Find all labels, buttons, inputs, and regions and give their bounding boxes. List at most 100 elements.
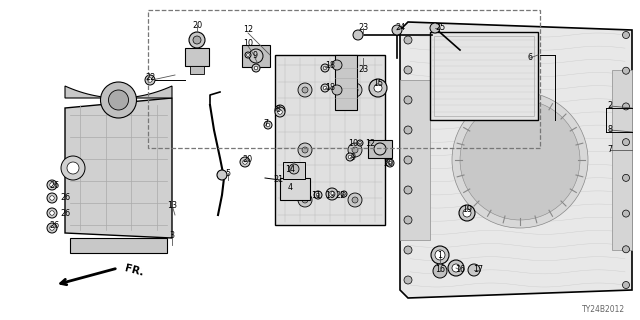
Circle shape	[369, 79, 387, 97]
Circle shape	[254, 66, 258, 70]
Text: 17: 17	[473, 266, 483, 275]
Circle shape	[452, 92, 588, 228]
Bar	[283, 162, 305, 179]
Circle shape	[47, 208, 57, 218]
Circle shape	[388, 161, 392, 165]
Circle shape	[404, 156, 412, 164]
Bar	[434, 36, 534, 116]
Bar	[368, 140, 392, 158]
Text: 9: 9	[351, 153, 356, 162]
Circle shape	[266, 123, 270, 127]
Text: 19: 19	[325, 190, 335, 199]
Circle shape	[346, 153, 354, 161]
Circle shape	[341, 191, 347, 197]
Circle shape	[623, 67, 630, 74]
Text: 9: 9	[252, 52, 257, 60]
Bar	[280, 178, 310, 200]
Circle shape	[47, 193, 57, 203]
Circle shape	[329, 191, 335, 197]
Circle shape	[435, 250, 445, 260]
Text: TY24B2012: TY24B2012	[582, 305, 625, 314]
Circle shape	[468, 264, 480, 276]
Bar	[242, 45, 270, 67]
Circle shape	[50, 211, 54, 215]
Bar	[148, 10, 540, 148]
Polygon shape	[65, 98, 172, 238]
Circle shape	[243, 160, 247, 164]
Circle shape	[275, 105, 285, 115]
Circle shape	[298, 143, 312, 157]
Text: 3: 3	[170, 230, 175, 239]
Text: 2: 2	[607, 101, 612, 110]
Text: FR.: FR.	[123, 264, 144, 278]
Circle shape	[623, 210, 630, 217]
Circle shape	[623, 174, 630, 181]
Circle shape	[278, 110, 282, 114]
Circle shape	[109, 90, 129, 110]
Text: 18: 18	[325, 84, 335, 92]
Circle shape	[321, 64, 329, 72]
Text: 5: 5	[225, 169, 230, 178]
Circle shape	[348, 143, 362, 157]
Circle shape	[348, 155, 352, 159]
Circle shape	[404, 276, 412, 284]
Circle shape	[623, 139, 630, 146]
Circle shape	[463, 209, 471, 217]
Circle shape	[623, 246, 630, 253]
Text: 7: 7	[264, 119, 269, 129]
Polygon shape	[400, 22, 632, 298]
Text: 20: 20	[242, 156, 252, 164]
Circle shape	[61, 156, 85, 180]
Circle shape	[357, 140, 363, 146]
Circle shape	[430, 23, 440, 33]
Circle shape	[47, 180, 57, 190]
Circle shape	[404, 66, 412, 74]
Circle shape	[358, 142, 362, 144]
Text: 13: 13	[167, 201, 177, 210]
Text: 16: 16	[455, 266, 465, 275]
Polygon shape	[612, 70, 632, 250]
Bar	[430, 32, 538, 120]
Circle shape	[50, 226, 54, 230]
Circle shape	[374, 143, 386, 155]
Circle shape	[431, 246, 449, 264]
Text: 23: 23	[358, 66, 368, 75]
Text: 15: 15	[373, 79, 383, 89]
Text: 26: 26	[49, 180, 59, 189]
Circle shape	[348, 83, 362, 97]
Circle shape	[386, 159, 394, 167]
Circle shape	[275, 107, 285, 117]
Circle shape	[353, 30, 363, 40]
Circle shape	[460, 100, 580, 220]
Circle shape	[264, 121, 272, 129]
Circle shape	[332, 60, 342, 70]
Circle shape	[302, 87, 308, 93]
Text: 26: 26	[60, 194, 70, 203]
Circle shape	[252, 64, 260, 72]
Circle shape	[433, 264, 447, 278]
Text: 10: 10	[348, 139, 358, 148]
Text: 11: 11	[311, 190, 321, 199]
Circle shape	[217, 170, 227, 180]
Circle shape	[452, 264, 460, 272]
Text: 24: 24	[395, 23, 405, 33]
Polygon shape	[400, 80, 430, 240]
Circle shape	[459, 205, 475, 221]
Polygon shape	[65, 86, 172, 98]
Circle shape	[623, 31, 630, 38]
Circle shape	[67, 162, 79, 174]
Circle shape	[352, 87, 358, 93]
Text: 1: 1	[438, 251, 442, 260]
Text: 12: 12	[365, 139, 375, 148]
Circle shape	[323, 66, 327, 70]
Circle shape	[298, 83, 312, 97]
Circle shape	[50, 183, 54, 187]
Circle shape	[348, 193, 362, 207]
Circle shape	[245, 52, 251, 58]
Circle shape	[404, 246, 412, 254]
Circle shape	[298, 193, 312, 207]
Circle shape	[404, 126, 412, 134]
Text: 18: 18	[325, 60, 335, 69]
Circle shape	[50, 196, 54, 200]
Text: 22: 22	[145, 74, 155, 83]
